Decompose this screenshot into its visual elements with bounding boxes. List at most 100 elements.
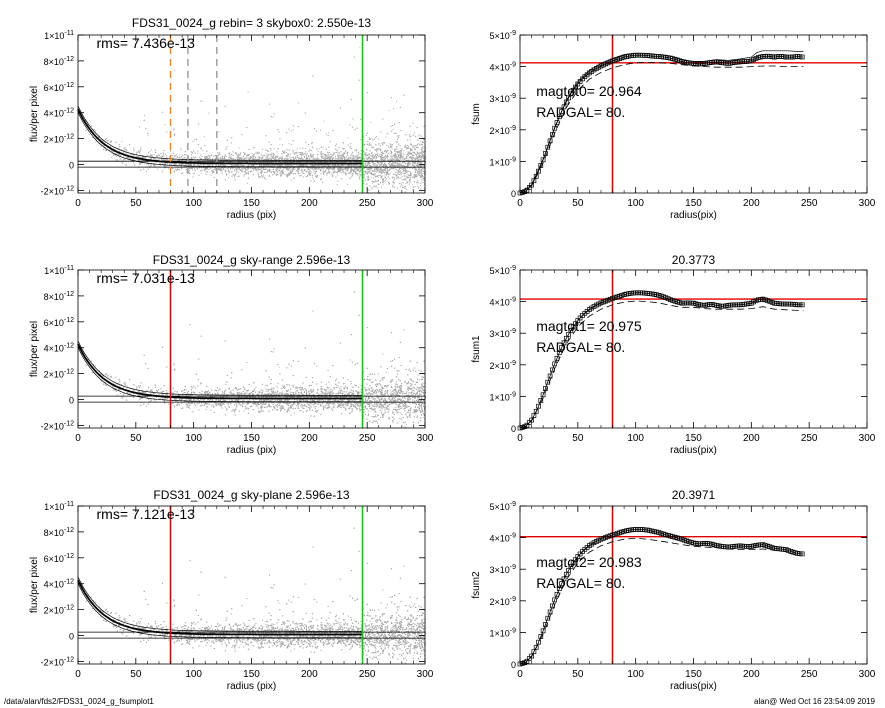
scatter-point (249, 160, 251, 162)
scatter-point (341, 157, 343, 159)
scatter-point (351, 155, 353, 157)
scatter-point (308, 143, 309, 145)
scatter-point (323, 174, 325, 175)
scatter-point (369, 162, 371, 164)
scatter-point (301, 154, 303, 156)
scatter-point (280, 156, 282, 158)
scatter-point (288, 168, 290, 170)
scatter-point (324, 171, 326, 172)
scatter-point (352, 173, 354, 175)
scatter-point (171, 155, 173, 157)
scatter-point (342, 155, 344, 157)
scatter-point (200, 154, 202, 156)
scatter-point (326, 155, 328, 157)
scatter-point (383, 164, 385, 166)
scatter-point (372, 161, 374, 163)
scatter-point (212, 172, 214, 174)
scatter-point (306, 157, 308, 159)
scatter-point (337, 153, 339, 155)
scatter-point (369, 142, 371, 144)
scatter-point (341, 148, 343, 149)
scatter-point (300, 153, 302, 155)
scatter-point (414, 167, 416, 169)
scatter-point (283, 152, 285, 154)
scatter-point (377, 152, 379, 154)
scatter-point (284, 161, 286, 163)
scatter-point (382, 175, 384, 177)
scatter-point (355, 158, 357, 160)
scatter-point (329, 165, 330, 167)
scatter-point (179, 156, 181, 158)
scatter-point (412, 184, 414, 186)
scatter-point (386, 171, 388, 173)
scatter-point (239, 154, 241, 156)
scatter-point (357, 174, 359, 176)
scatter-point (303, 173, 305, 174)
scatter-point (259, 162, 261, 163)
scatter-point (422, 141, 424, 143)
scatter-point (384, 159, 386, 161)
scatter-point (315, 165, 317, 167)
scatter-point (200, 172, 202, 174)
scatter-point (265, 153, 267, 155)
scatter-point (261, 175, 263, 177)
scatter-point (286, 174, 288, 176)
scatter-point (376, 175, 378, 177)
scatter-point (384, 174, 386, 176)
scatter-point (200, 158, 202, 160)
scatter-point (257, 153, 259, 155)
scatter-point (366, 152, 368, 154)
scatter-point (240, 164, 242, 166)
scatter-point (347, 154, 349, 156)
scatter-point (394, 149, 395, 151)
scatter-point (230, 171, 232, 173)
scatter-point (396, 100, 397, 102)
scatter-point (305, 151, 307, 153)
scatter-point (375, 168, 377, 170)
scatter-point (294, 153, 296, 155)
scatter-point (123, 155, 125, 157)
scatter-point (133, 151, 135, 153)
scatter-point (142, 155, 144, 157)
scatter-point (415, 154, 417, 155)
scatter-point (305, 161, 307, 163)
scatter-point (225, 179, 226, 181)
scatter-point (379, 149, 381, 151)
scatter-point (202, 149, 204, 151)
scatter-point (209, 157, 211, 159)
scatter-point (248, 154, 250, 156)
scatter-point (278, 164, 280, 166)
scatter-point (408, 176, 410, 178)
scatter-point (409, 136, 411, 138)
scatter-point (288, 174, 290, 176)
scatter-point (119, 153, 121, 155)
scatter-point (394, 159, 395, 161)
scatter-point (229, 169, 231, 171)
scatter-point (394, 177, 395, 179)
scatter-point (129, 158, 131, 159)
scatter-point (111, 150, 113, 152)
scatter-point (419, 163, 421, 165)
scatter-point (273, 158, 275, 160)
scatter-point (223, 160, 225, 162)
scatter-point (288, 153, 290, 155)
scatter-point (308, 174, 310, 175)
scatter-point (341, 156, 342, 158)
scatter-point (292, 170, 293, 172)
scatter-point (358, 158, 360, 159)
scatter-point (239, 159, 241, 161)
scatter-point (386, 157, 388, 159)
scatter-point (320, 178, 322, 180)
scatter-point (423, 155, 425, 157)
scatter-point (139, 152, 141, 154)
scatter-point (120, 155, 122, 156)
scatter-point (95, 138, 97, 140)
scatter-point (232, 159, 234, 161)
scatter-point (238, 153, 240, 155)
scatter-point (314, 158, 316, 160)
scatter-point (221, 158, 223, 159)
scatter-point (382, 151, 384, 153)
scatter-point (131, 158, 133, 160)
scatter-point (289, 173, 291, 175)
